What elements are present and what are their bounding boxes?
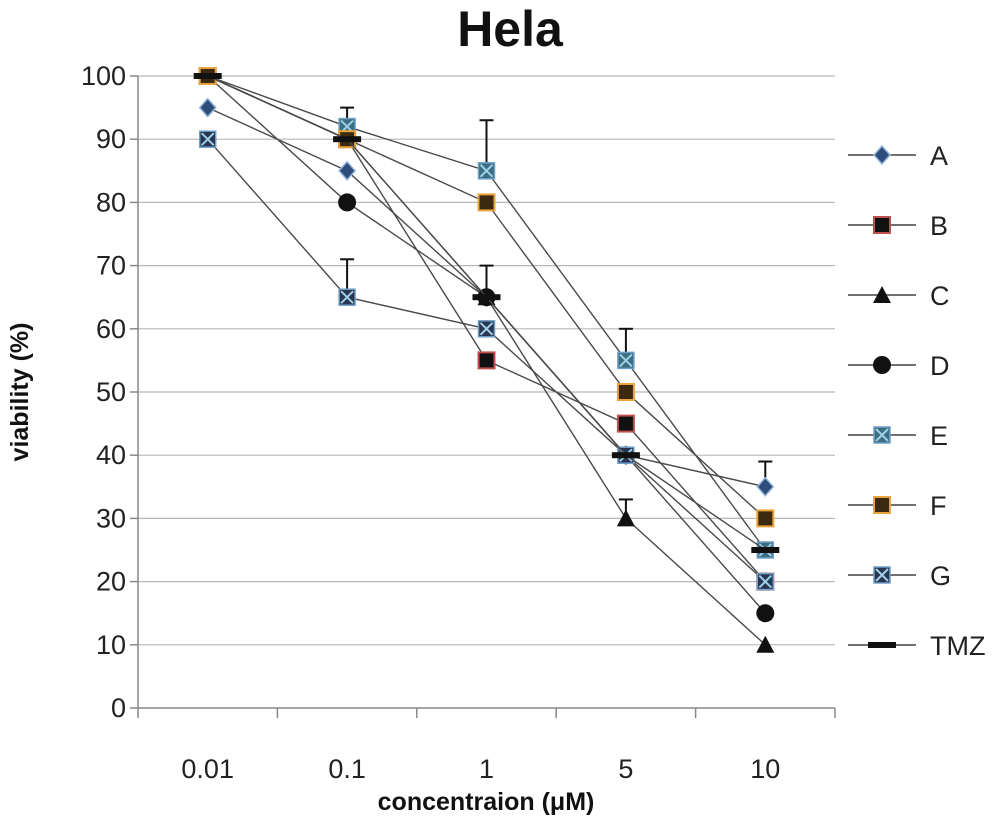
legend-label: G xyxy=(930,561,951,591)
legend-marker-F xyxy=(873,496,891,514)
legend-entry-D: D xyxy=(848,351,950,381)
data-point-G xyxy=(756,572,775,591)
legend-entry-G: G xyxy=(848,561,951,591)
legend-marker-TMZ xyxy=(868,642,896,648)
legend-label: A xyxy=(930,141,948,171)
data-point-B xyxy=(616,414,635,433)
y-tick-label: 20 xyxy=(96,567,126,597)
x-tick-label: 5 xyxy=(618,754,633,784)
data-point-TMZ xyxy=(751,547,780,553)
legend-marker-D xyxy=(873,356,891,374)
legend-label: C xyxy=(930,281,950,311)
data-point-D xyxy=(756,604,775,623)
data-point-E xyxy=(617,351,635,370)
data-point-B xyxy=(477,351,496,370)
legend-marker-C xyxy=(873,286,891,303)
legend-label: F xyxy=(930,491,947,521)
data-point-G xyxy=(338,288,356,306)
data-point-C xyxy=(756,635,775,653)
y-tick-label: 40 xyxy=(96,440,126,470)
x-tick-label: 1 xyxy=(479,754,494,784)
y-tick-label: 70 xyxy=(96,251,126,281)
chart-title: Hela xyxy=(457,1,564,57)
x-tick-label: 10 xyxy=(750,754,780,784)
data-point-C xyxy=(616,509,635,527)
legend-entry-C: C xyxy=(848,281,950,311)
y-tick-label: 30 xyxy=(96,503,126,533)
x-tick-label: 0.1 xyxy=(328,754,366,784)
y-axis-label: viability (%) xyxy=(6,323,34,462)
y-tick-label: 90 xyxy=(96,124,126,154)
y-tick-label: 50 xyxy=(96,377,126,407)
legend: A B C D E F G TMZ xyxy=(848,141,985,661)
legend-label: TMZ xyxy=(930,631,985,661)
data-point-D xyxy=(338,193,357,212)
data-point-A xyxy=(756,476,775,497)
series-layer xyxy=(193,67,780,653)
y-tick-label: 0 xyxy=(111,693,126,723)
legend-entry-E: E xyxy=(848,421,948,451)
data-point-F xyxy=(477,193,496,212)
data-point-TMZ xyxy=(333,136,362,143)
legend-entry-TMZ: TMZ xyxy=(848,631,985,661)
legend-label: E xyxy=(930,421,948,451)
legend-entry-A: A xyxy=(848,141,948,171)
y-tick-label: 60 xyxy=(96,314,126,344)
data-point-TMZ xyxy=(611,452,640,459)
data-point-G xyxy=(198,130,217,148)
data-point-A xyxy=(198,97,217,118)
legend-label: D xyxy=(930,351,950,381)
axis-layer: 0 10 20 30 40 50 60 70 80 90 100 0.01 0.1 1 5 10 xyxy=(81,61,836,784)
legend-marker-B xyxy=(873,216,891,234)
data-point-F xyxy=(756,509,775,528)
legend-marker-A xyxy=(872,144,892,166)
series-E xyxy=(198,67,775,559)
x-tick-label: 0.01 xyxy=(181,754,234,784)
x-axis-label: concentraion (μM) xyxy=(378,788,595,816)
data-point-A xyxy=(338,160,357,181)
data-point-TMZ xyxy=(193,73,222,79)
legend-entry-F: F xyxy=(848,491,947,521)
legend-label: B xyxy=(930,211,948,241)
y-tick-label: 10 xyxy=(96,630,126,660)
data-point-E xyxy=(477,162,496,180)
y-tick-label: 80 xyxy=(96,187,126,217)
legend-marker-G xyxy=(873,566,891,584)
y-tick-label: 100 xyxy=(81,61,126,91)
series-TMZ xyxy=(193,73,780,553)
data-point-TMZ xyxy=(472,294,501,301)
data-point-F xyxy=(616,383,635,401)
legend-entry-B: B xyxy=(848,211,948,241)
legend-marker-E xyxy=(873,426,891,444)
data-point-G xyxy=(477,320,496,338)
